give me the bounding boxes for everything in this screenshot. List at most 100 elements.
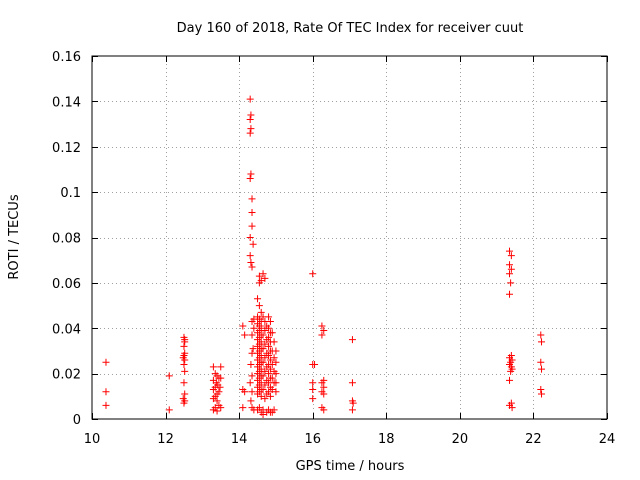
- data-point: [254, 336, 262, 344]
- data-point: [102, 388, 110, 396]
- data-point: [265, 333, 273, 341]
- data-point: [209, 395, 217, 403]
- data-point: [261, 274, 269, 282]
- y-tick-label: 0: [73, 413, 81, 428]
- data-point: [217, 404, 225, 412]
- y-tick-label: 0.12: [52, 141, 81, 156]
- y-axis-label: ROTI / TECUs: [7, 194, 22, 279]
- data-point: [180, 379, 188, 387]
- data-point: [537, 358, 545, 366]
- data-point: [254, 383, 262, 391]
- data-point: [261, 354, 269, 362]
- data-point: [165, 406, 173, 414]
- data-point: [247, 361, 255, 369]
- data-point: [537, 386, 545, 394]
- data-point: [248, 222, 256, 230]
- y-tick-labels: 0 0.02 0.04 0.06 0.08 0.1 0.12 0.14 0.16: [52, 50, 81, 428]
- plot-frame: [91, 55, 608, 420]
- chart-title: Day 160 of 2018, Rate Of TEC Index for r…: [177, 21, 524, 36]
- data-point: [309, 395, 317, 403]
- data-point: [254, 376, 262, 384]
- data-point: [209, 363, 217, 371]
- data-point: [261, 395, 269, 403]
- data-point: [248, 372, 256, 380]
- data-point: [246, 252, 254, 260]
- data-point: [246, 116, 254, 124]
- data-point: [268, 329, 276, 337]
- data-point: [257, 308, 265, 316]
- data-point: [248, 388, 256, 396]
- y-tick-label: 0.14: [52, 95, 81, 110]
- data-point: [272, 370, 280, 378]
- data-point: [266, 317, 274, 325]
- data-point: [250, 324, 258, 332]
- data-point: [261, 381, 269, 389]
- axis-ticks: [92, 56, 608, 420]
- data-point: [261, 367, 269, 375]
- x-tick-labels: 10 12 14 16 18 20 22 24: [84, 432, 616, 447]
- data-point: [254, 370, 262, 378]
- data-point: [538, 338, 546, 346]
- data-point: [247, 111, 255, 119]
- y-tick-label: 0.08: [52, 232, 81, 247]
- data-point: [239, 322, 247, 330]
- data-point: [259, 358, 267, 366]
- data-point: [265, 324, 273, 332]
- data-point: [255, 302, 263, 310]
- data-point: [348, 379, 356, 387]
- data-point: [241, 388, 249, 396]
- data-point: [180, 342, 188, 350]
- y-tick-label: 0.02: [52, 368, 81, 383]
- data-point: [320, 406, 328, 414]
- x-tick-label: 24: [599, 432, 616, 447]
- data-point: [506, 376, 514, 384]
- data-point: [507, 367, 515, 375]
- grid-lines: [92, 56, 607, 419]
- data-point: [102, 401, 110, 409]
- data-point: [239, 404, 247, 412]
- data-point: [506, 247, 514, 255]
- data-point: [265, 313, 273, 321]
- data-point: [181, 336, 189, 344]
- data-point: [247, 170, 255, 178]
- x-tick-label: 20: [452, 432, 469, 447]
- data-point: [538, 390, 546, 398]
- data-point: [259, 386, 267, 394]
- data-point: [272, 358, 280, 366]
- data-points: [102, 95, 546, 418]
- data-point: [254, 329, 262, 337]
- data-point: [506, 270, 514, 278]
- data-point: [165, 372, 173, 380]
- x-tick-label: 10: [84, 432, 101, 447]
- data-point: [246, 175, 254, 183]
- y-tick-label: 0.16: [52, 50, 81, 65]
- data-point: [265, 351, 273, 359]
- data-point: [181, 367, 189, 375]
- x-tick-label: 14: [231, 432, 248, 447]
- data-point: [217, 363, 225, 371]
- x-tick-label: 16: [304, 432, 321, 447]
- data-point: [248, 331, 256, 339]
- x-axis-label: GPS time / hours: [296, 459, 405, 474]
- data-point: [254, 295, 262, 303]
- data-point: [270, 354, 278, 362]
- x-tick-label: 12: [157, 432, 174, 447]
- data-point: [318, 379, 326, 387]
- data-point: [265, 370, 273, 378]
- data-point: [266, 356, 274, 364]
- data-point: [181, 390, 189, 398]
- data-point: [309, 379, 317, 387]
- data-point: [268, 361, 276, 369]
- data-point: [217, 374, 225, 382]
- data-point: [181, 356, 189, 364]
- x-tick-label: 18: [378, 432, 395, 447]
- data-point: [213, 397, 221, 405]
- data-point: [320, 327, 328, 335]
- data-point: [311, 361, 319, 369]
- data-point: [259, 372, 267, 380]
- data-point: [348, 336, 356, 344]
- data-point: [180, 399, 188, 407]
- data-point: [272, 347, 280, 355]
- data-point: [254, 349, 262, 357]
- data-point: [180, 351, 188, 359]
